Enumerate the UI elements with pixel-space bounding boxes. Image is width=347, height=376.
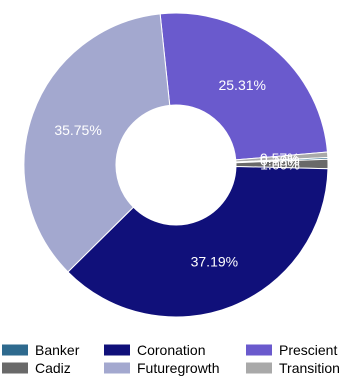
slice-prescient (159, 12, 328, 161)
legend-swatch-cadiz (2, 362, 28, 374)
legend-label-banker: Banker (35, 342, 80, 358)
slice-label-transition: 0.57% (260, 150, 300, 166)
legend-item-coronation: Coronation (104, 342, 206, 358)
slice-labels: 25.31% 0.57%0.18%1.00% 37.19% 35.75% (54, 77, 300, 270)
legend-swatch-prescient (246, 344, 272, 356)
legend-label-transition: Transition (279, 360, 340, 376)
legend-swatch-transition (246, 362, 272, 374)
slice-coronation (67, 165, 329, 318)
slice-label-banker: 0.18% (260, 152, 300, 168)
legend-swatch-coronation (104, 344, 130, 356)
slice-label-coronation: 37.19% (191, 254, 238, 270)
legend-label-coronation: Coronation (137, 342, 206, 358)
legend-item-prescient: Prescient (246, 342, 337, 358)
legend-label-cadiz: Cadiz (35, 360, 71, 376)
legend-swatch-futuregrowth (104, 362, 130, 374)
donut-slices (23, 12, 329, 318)
slice-futuregrowth (23, 13, 171, 273)
slice-label-futuregrowth: 35.75% (54, 122, 101, 138)
slice-label-prescient: 25.31% (218, 77, 265, 93)
legend-item-transition: Transition (246, 360, 340, 376)
legend-item-futuregrowth: Futuregrowth (104, 360, 219, 376)
legend-item-banker: Banker (2, 342, 80, 358)
legend-label-futuregrowth: Futuregrowth (137, 360, 219, 376)
legend-item-cadiz: Cadiz (2, 360, 71, 376)
legend-label-prescient: Prescient (279, 342, 337, 358)
slice-label-cadiz: 1.00% (260, 156, 300, 172)
legend: Banker Coronation Prescient Cadiz Futuregrow… (2, 342, 340, 376)
legend-swatch-banker (2, 344, 28, 356)
